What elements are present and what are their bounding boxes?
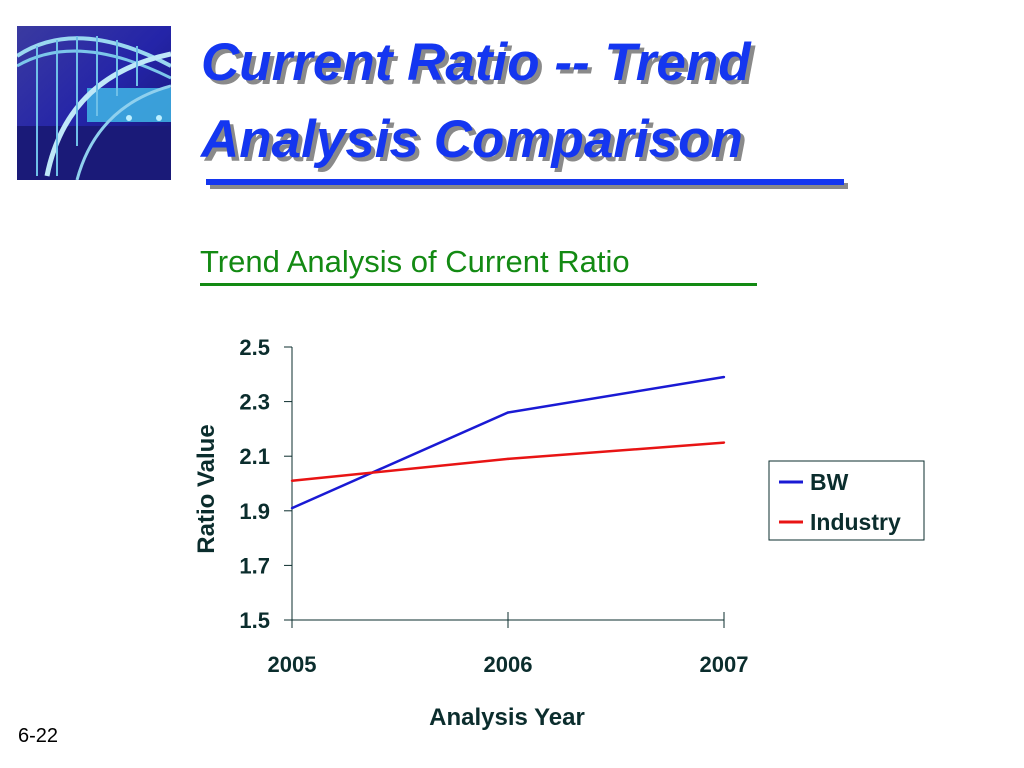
chart-title-underline [200, 283, 757, 286]
x-tick-label: 2006 [484, 652, 533, 677]
y-tick-label: 1.5 [239, 608, 270, 633]
data-point-industry [722, 441, 726, 444]
x-axis-label: Analysis Year [429, 704, 585, 731]
data-point-bw [506, 411, 510, 414]
y-tick-label: 1.7 [239, 553, 270, 578]
y-tick-label: 2.3 [239, 390, 270, 415]
y-axis-label: Ratio Value [193, 424, 220, 553]
data-point-industry [290, 479, 294, 482]
data-point-industry [506, 457, 510, 461]
chart-series-layer [290, 375, 726, 510]
title-underline [206, 179, 844, 185]
legend-box [768, 460, 925, 541]
chart-legend: BW Industry [768, 460, 925, 541]
slide-title-line-1: Current Ratio -- Trend [201, 33, 751, 92]
data-point-bw [290, 506, 294, 510]
legend-label-bw: BW [810, 469, 849, 495]
series-line-bw [291, 375, 725, 510]
y-tick-label: 2.5 [239, 335, 270, 360]
chart-title: Trend Analysis of Current Ratio [200, 244, 630, 279]
slide-title-line-2: Analysis Comparison [201, 110, 743, 169]
y-tick-label: 2.1 [239, 444, 270, 469]
chart-axes: 1.5 1.7 1.9 2.1 2.3 2.5 2005 2006 2007 [239, 335, 748, 677]
legend-label-industry: Industry [810, 509, 901, 535]
bridge-logo-image [17, 26, 171, 180]
y-tick-label: 1.9 [239, 499, 270, 524]
series-line-industry [291, 441, 725, 483]
data-point-bw [722, 375, 726, 379]
x-tick-label: 2007 [700, 652, 749, 677]
x-tick-label: 2005 [268, 652, 317, 677]
slide-number: 6-22 [18, 725, 59, 747]
